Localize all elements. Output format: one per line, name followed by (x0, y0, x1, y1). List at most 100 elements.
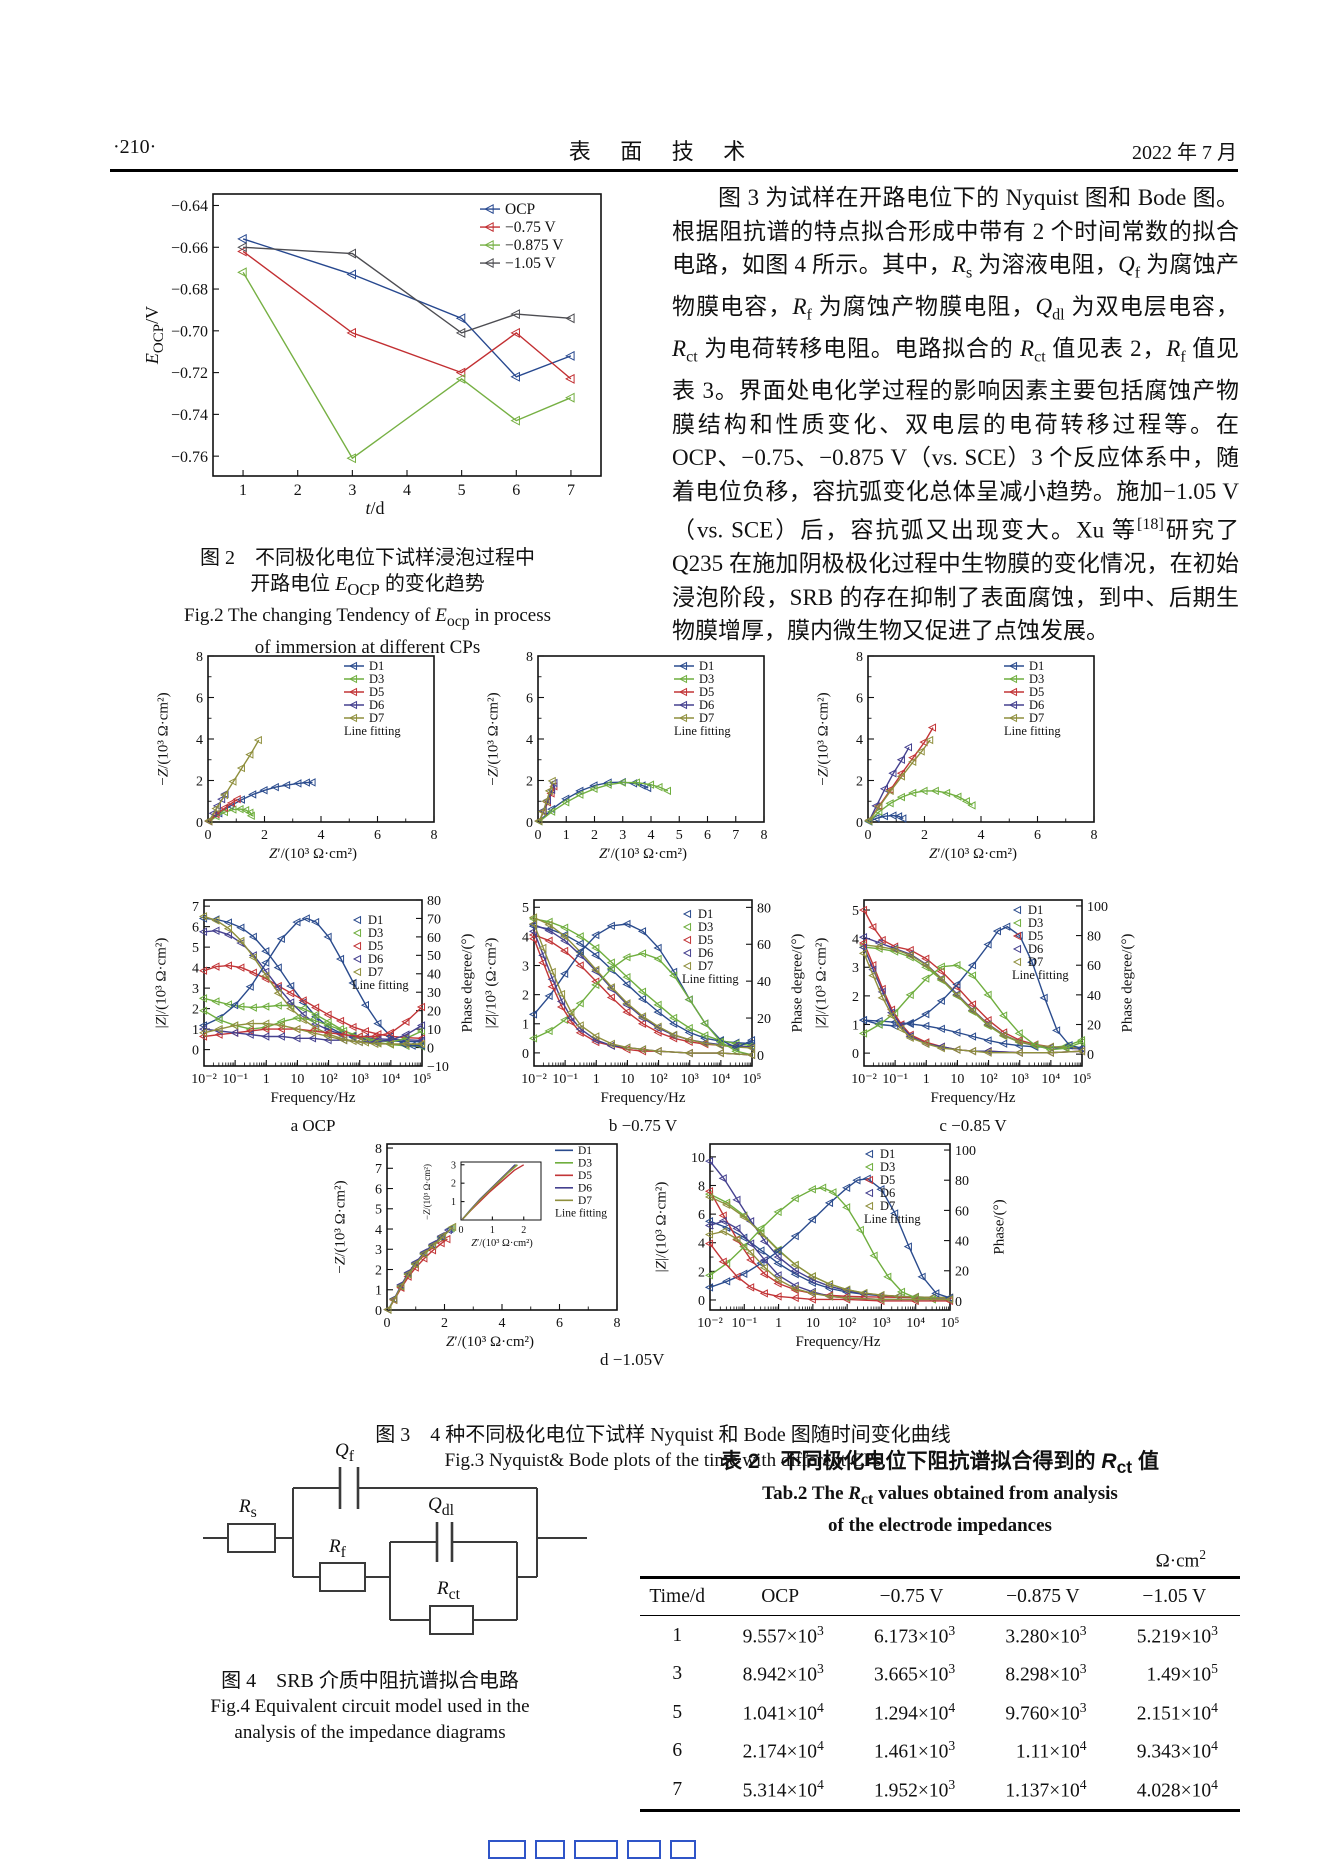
svg-text:5: 5 (676, 828, 683, 843)
svg-text:10⁴: 10⁴ (381, 1072, 400, 1087)
nyquist-chart-ocp: 0 2 4 6 8 0 2 4 6 8 D1 D3 D5 D6 D7 Line fitting (148, 650, 478, 851)
svg-text:Line fitting: Line fitting (674, 724, 731, 738)
x-axis-label: Z′/(10³ Ω·cm²) (929, 846, 1017, 862)
svg-text:D6: D6 (368, 952, 383, 966)
fig3-caption-en: Fig.3 Nyquist& Bode plots of the time wi… (444, 1450, 882, 1471)
svg-text:0: 0 (205, 828, 212, 843)
svg-text:2: 2 (196, 774, 203, 789)
svg-text:D7: D7 (880, 1199, 895, 1213)
subplot-label-b: b −0.75 V (608, 1116, 678, 1135)
fig4-caption-en-2: analysis of the impedance diagrams (234, 1722, 506, 1743)
svg-text:7: 7 (732, 828, 739, 843)
svg-text:100: 100 (1087, 900, 1108, 915)
figure4-circuit: Rs Qf Rf Qdl Rct (195, 1440, 595, 1662)
svg-text:D3: D3 (368, 926, 383, 940)
bode_d-svg: 10⁻² 10⁻¹ 1 10 10² 10³ 10⁴ 10⁵02468100204060801… (691, 1143, 976, 1331)
table-cell: 5.314×104 (742, 1776, 824, 1802)
svg-text:2: 2 (856, 774, 863, 789)
inset-y-axis-label: −Z/(10³ Ω·cm²) (422, 1164, 432, 1220)
svg-text:8: 8 (375, 1142, 382, 1157)
bode-chart-105: 10⁻² 10⁻¹ 1 10 10² 10³ 10⁴ 10⁵ 0 2 4 6 8 10 0 20 40 60 80 1… (648, 1138, 1028, 1339)
svg-text:D1: D1 (1028, 903, 1043, 917)
svg-text:7: 7 (192, 900, 199, 915)
table-cell: 1.137×104 (1005, 1776, 1087, 1802)
table-cell: 6.173×103 (874, 1622, 956, 1648)
svg-text:8: 8 (856, 650, 863, 665)
table-header-row: Time/d OCP −0.75 V −0.875 V −1.05 V (640, 1577, 1240, 1617)
svg-text:80: 80 (955, 1174, 969, 1189)
fig2-caption-zh-2: 开路电位 EOCP 的变化趋势 (250, 573, 485, 599)
svg-text:2: 2 (852, 990, 859, 1005)
table-header-cell: −0.875 V (977, 1577, 1109, 1617)
svg-text:1: 1 (490, 1225, 495, 1236)
fig3-bode-ocp: 10⁻² 10⁻¹ 1 10 10² 10³ 10⁴ 10⁵ 0 1 2 3 4 5 6 7 −10 0 10 20 3… (148, 894, 478, 1144)
fig3-bode-085: 10⁻² 10⁻¹ 1 10 10² 10³ 10⁴ 10⁵ 0 1 2 3 4 5 0 20 40 60 80 10… (808, 894, 1138, 1144)
fig3-nyquist-075: 0 1 2 3 4 5 6 7 8 0 2 4 6 8 D1 D3 D5 D6 D7 Line fitting −Z/… (478, 650, 808, 894)
svg-text:10⁴: 10⁴ (711, 1072, 730, 1087)
svg-text:0: 0 (522, 1047, 529, 1062)
table-header-cell: Time/d (640, 1577, 715, 1617)
svg-text:D5: D5 (698, 933, 713, 947)
svg-text:2: 2 (522, 989, 529, 1004)
svg-text:10⁻¹: 10⁻¹ (552, 1072, 578, 1087)
table-cell: 4.028×104 (1136, 1776, 1218, 1802)
svg-text:−10: −10 (427, 1060, 449, 1075)
inset-x-axis-label: Z′/(10³ Ω·cm²) (471, 1238, 533, 1249)
subplot-label-d: d −1.05V (600, 1350, 665, 1369)
svg-text:40: 40 (1087, 989, 1101, 1004)
svg-text:20: 20 (757, 1012, 771, 1027)
svg-text:40: 40 (757, 975, 771, 990)
fig3-caption: 图 3 4 种不同极化电位下试样 Nyquist 和 Bode 图随时间变化曲线… (0, 1422, 1326, 1474)
svg-text:2: 2 (192, 1003, 199, 1018)
x-axis-label: Frequency/Hz (600, 1090, 686, 1106)
fig2-y-axis-label: EOCP/V (142, 305, 167, 365)
svg-text:D3: D3 (369, 672, 384, 686)
svg-text:−0.875 V: −0.875 V (505, 237, 564, 254)
fig3-nyquist-ocp: 0 2 4 6 8 0 2 4 6 8 D1 D3 D5 D6 D7 Line fitting −Z/(10³… (148, 650, 478, 894)
y2-axis-label: Phase degree/(°) (789, 933, 806, 1033)
svg-text:80: 80 (427, 894, 441, 909)
svg-text:D3: D3 (578, 1158, 592, 1170)
svg-text:D7: D7 (699, 711, 714, 725)
svg-text:4: 4 (318, 828, 325, 843)
x-axis-label: Frequency/Hz (795, 1334, 881, 1350)
svg-text:D3: D3 (1028, 916, 1043, 930)
svg-text:1: 1 (593, 1072, 600, 1087)
svg-text:1: 1 (239, 482, 247, 499)
svg-text:4: 4 (375, 1223, 382, 1238)
svg-text:D5: D5 (1029, 685, 1044, 699)
annotation-box (574, 1840, 618, 1859)
svg-text:10⁵: 10⁵ (743, 1072, 762, 1087)
resistor-rs-label: Rs (239, 1496, 257, 1521)
y-axis-label: −Z/(10³ Ω·cm²) (485, 692, 502, 786)
fig2-caption-zh-1: 图 2 不同极化电位下试样浸泡过程中 (200, 547, 535, 569)
svg-text:−0.64: −0.64 (171, 198, 208, 215)
fig4-caption-en-1: Fig.4 Equivalent circuit model used in t… (210, 1696, 530, 1717)
svg-text:D7: D7 (369, 711, 384, 725)
svg-text:10: 10 (691, 1151, 705, 1166)
x-axis-label: Z′/(10³ Ω·cm²) (269, 846, 357, 862)
nyquist-inset: 0 1 2 1 2 3 −Z/(10³ Ω·cm²) Z′/(10³ Ω·cm²) (417, 1158, 587, 1278)
nyquist-chart-085: 0 2 4 6 8 0 2 4 6 8 D1 D3 D5 D6 D7 Line fitting (808, 650, 1138, 851)
table-cell: 1.461×103 (874, 1738, 956, 1763)
svg-text:4: 4 (526, 733, 533, 748)
svg-text:2: 2 (261, 828, 268, 843)
svg-text:10²: 10² (649, 1072, 667, 1087)
svg-text:0: 0 (865, 828, 872, 843)
svg-text:6: 6 (512, 482, 520, 499)
fig2-x-axis-label: t/d (365, 498, 385, 518)
svg-text:5: 5 (375, 1203, 382, 1218)
svg-text:D6: D6 (369, 698, 384, 712)
svg-text:−0.75 V: −0.75 V (505, 219, 556, 236)
table-cell: 3 (672, 1663, 683, 1685)
svg-text:10: 10 (427, 1023, 441, 1038)
svg-text:7: 7 (375, 1162, 382, 1177)
table-row: 7 5.314×104 1.952×103 1.137×104 4.028×104 (640, 1770, 1240, 1810)
figure2: 1 2 3 4 5 6 7 −0.64 −0.66 −0.68 −0.70 −0.72 −0.74 −0.… (135, 180, 615, 540)
svg-text:1: 1 (563, 828, 570, 843)
svg-text:1: 1 (923, 1072, 930, 1087)
svg-text:6: 6 (526, 691, 533, 706)
svg-text:10⁻²: 10⁻² (851, 1072, 877, 1087)
